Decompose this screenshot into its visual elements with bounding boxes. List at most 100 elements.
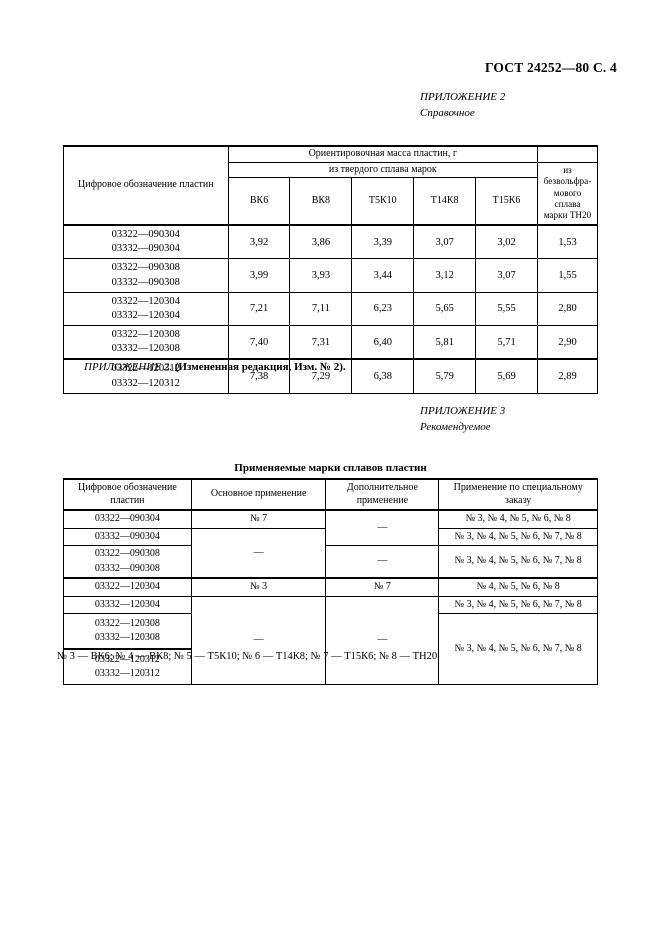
mass-row-1-codes: 03322—090308 03332—090308 [63, 258, 229, 293]
annex-2-revision-note: ПРИЛОЖЕНИЕ 2. (Измененная редакция, Изм.… [84, 361, 346, 373]
mass-row-1-tn20: 1,55 [537, 258, 598, 293]
mass-row-1-code-1: 03322—090308 [111, 262, 180, 274]
mass-tn20-header-line-1: из [563, 165, 572, 176]
annex-2-revision-note-italic: ПРИЛОЖЕНИЕ 2. [84, 361, 172, 373]
alloys-row-3-main: № 3 [190, 577, 327, 597]
annex-2-label: ПРИЛОЖЕНИЕ 2 Справочное [420, 90, 505, 122]
mass-row-1-t14k8: 3,12 [413, 258, 477, 293]
alloys-col4-header: Применение по специальному заказу [438, 478, 598, 511]
mass-row-0-code-2: 03332—090304 [111, 243, 180, 255]
alloys-row-0-code: 03322—090304 [63, 509, 192, 529]
mass-row-0-vk6: 3,92 [227, 224, 291, 260]
mass-row-0-t5k10: 3,39 [351, 224, 415, 260]
alloys-col1-header: Цифровое обозначение пластин [63, 478, 192, 511]
alloys-row-5-special: № 3, № 4, № 5, № 6, № 7, № 8 [438, 613, 598, 685]
alloys-row-5-code-4: 03332—120312 [94, 668, 160, 679]
mass-row-0-t15k6: 3,02 [475, 224, 538, 260]
table-row: 03322—120312 03332—120312 7,38 7,29 6,38… [63, 358, 598, 394]
annex-3-title: ПРИЛОЖЕНИЕ 3 [420, 405, 506, 417]
mass-row-2-vk6: 7,21 [227, 291, 291, 327]
mass-table-header-row-1: Цифровое обозначение пластин Ориентирово… [63, 145, 598, 226]
mass-row-2-code-2: 03332—120304 [111, 309, 180, 321]
mass-alloy-col-vk6: ВК6 [227, 177, 291, 226]
table-row: 03322—090308 03332—090308 — № 3, № 4, № … [63, 545, 598, 579]
mass-subspan-header: из твердого сплава марок [227, 161, 539, 178]
mass-row-0-tn20: 1,53 [537, 224, 598, 260]
mass-row-3-vk8: 7,31 [289, 325, 353, 360]
alloys-table-header-row: Цифровое обозначение пластин Основное пр… [63, 478, 598, 511]
table-row: 03322—090304 03332—090304 3,92 3,86 3,39… [63, 224, 598, 260]
mass-row-0-t14k8: 3,07 [413, 224, 477, 260]
mass-col1-header: Цифровое обозначение пластин [63, 145, 229, 226]
mass-tn20-header-line-5: марки ТН20 [543, 210, 592, 221]
alloys-row-4-extra: — [325, 595, 440, 685]
mass-row-4-code-2: 03332—120312 [111, 377, 180, 389]
mass-row-0-code-1: 03322—090304 [111, 229, 180, 240]
mass-row-0-codes: 03322—090304 03332—090304 [63, 224, 229, 260]
mass-table-header-row-2: из твердого сплава марок из безвольфра- … [64, 161, 598, 226]
mass-tn20-header: из безвольфра- мового сплава марки ТН20 [537, 161, 598, 226]
alloys-row-2-extra: — [325, 545, 440, 579]
mass-row-3-code-1: 03322—120308 [111, 329, 180, 341]
mass-row-3-codes: 03322—120308 03332—120308 [63, 325, 229, 360]
alloys-row-5-code-group-1: 03322—120308 03332—120308 [63, 613, 192, 650]
alloys-row-4-special: № 3, № 4, № 5, № 6, № 7, № 8 [438, 595, 598, 614]
annex-3-label: ПРИЛОЖЕНИЕ 3 Рекомендуемое [420, 404, 505, 436]
mass-row-4-vk8: 7,29 [289, 358, 353, 394]
mass-row-2-tn20: 2,80 [537, 291, 598, 327]
mass-row-1-vk8: 3,93 [289, 258, 353, 293]
mass-span-header: Ориентировочная масса пластин, г [227, 145, 539, 163]
alloys-col1-header-line-2: пластин [110, 494, 145, 506]
alloys-row-5-code-1: 03322—120308 [94, 617, 160, 629]
mass-row-1-t15k6: 3,07 [475, 258, 538, 293]
table-row: 03322—090308 03332—090308 3,99 3,93 3,44… [63, 258, 598, 293]
alloys-row-1-code: 03332—090304 [63, 527, 192, 546]
mass-alloy-col-t15k6: Т15К6 [475, 177, 538, 226]
alloys-table-caption: Применяемые марки сплавов пластин [234, 462, 427, 474]
annex-2-subtitle: Справочное [420, 106, 475, 119]
alloys-row-0-main: № 7 [190, 509, 327, 529]
mass-tn20-header-line-4: сплава [554, 198, 581, 209]
mass-row-4-t15k6: 5,69 [475, 358, 538, 394]
mass-row-2-t14k8: 5,65 [413, 291, 477, 327]
alloys-row-1-main: — [190, 527, 327, 579]
annex-2-revision-note-bold: (Измененная редакция, Изм. № 2). [174, 361, 346, 373]
alloys-row-2-code-1: 03322—090308 [94, 548, 160, 559]
mass-tn20-header-line-3: мового [553, 187, 582, 198]
alloys-table: Цифровое обозначение пластин Основное пр… [63, 478, 598, 685]
annex-2-title: ПРИЛОЖЕНИЕ 2 [420, 91, 506, 103]
alloys-row-0-extra: — [325, 509, 440, 546]
mass-row-3-tn20: 2,90 [537, 325, 598, 360]
mass-row-4-tn20: 2,89 [537, 358, 598, 394]
mass-row-2-codes: 03322—120304 03332—120304 [63, 291, 229, 327]
table-row: 03322—120312 03332—120312 [63, 648, 598, 685]
mass-row-4-codes: 03322—120312 03332—120312 [63, 358, 229, 394]
alloys-col3-header-line-2: применение [356, 494, 409, 506]
alloys-row-2-code: 03322—090308 03332—090308 [63, 545, 192, 579]
alloys-row-2-special: № 3, № 4, № 5, № 6, № 7, № 8 [438, 545, 598, 579]
alloys-col4-header-line-1: Применение по специальному [453, 482, 583, 493]
mass-row-2-t5k10: 6,23 [351, 291, 415, 327]
alloys-col2-header: Основное применение [190, 478, 327, 511]
alloys-row-2-code-2: 03332—090308 [94, 562, 160, 574]
alloys-row-3-extra: № 7 [325, 577, 440, 597]
mass-tn20-header-line-2: безвольфра- [543, 176, 592, 187]
table-row: 03322—090304 № 7 — № 3, № 4, № 5, № 6, №… [63, 509, 598, 546]
mass-alloy-col-vk8: ВК8 [289, 177, 353, 226]
alloys-row-1-special: № 3, № 4, № 5, № 6, № 7, № 8 [438, 527, 598, 546]
mass-row-2-t15k6: 5,55 [475, 291, 538, 327]
alloys-row-0-special: № 3, № 4, № 5, № 6, № 8 [438, 509, 598, 529]
table-row: 03322—120308 03332—120308 № 3, № 4, № 5,… [63, 613, 598, 685]
alloys-row-3-code: 03322—120304 [63, 577, 192, 597]
mass-row-3-code-2: 03332—120308 [111, 343, 180, 355]
alloys-col3-header: Дополнительное применение [325, 478, 440, 511]
mass-row-4-t5k10: 6,38 [351, 358, 415, 394]
mass-alloy-col-t5k10: Т5К10 [351, 177, 415, 226]
alloys-col1-header-line-1: Цифровое обозначение [77, 482, 177, 493]
alloys-row-4-code: 03332—120304 [63, 595, 192, 614]
alloys-col3-header-line-1: Дополнительное [346, 482, 418, 493]
mass-table: Цифровое обозначение пластин Ориентирово… [63, 145, 598, 394]
mass-row-1-code-2: 03332—090308 [111, 276, 180, 288]
mass-row-3-vk6: 7,40 [227, 325, 291, 360]
